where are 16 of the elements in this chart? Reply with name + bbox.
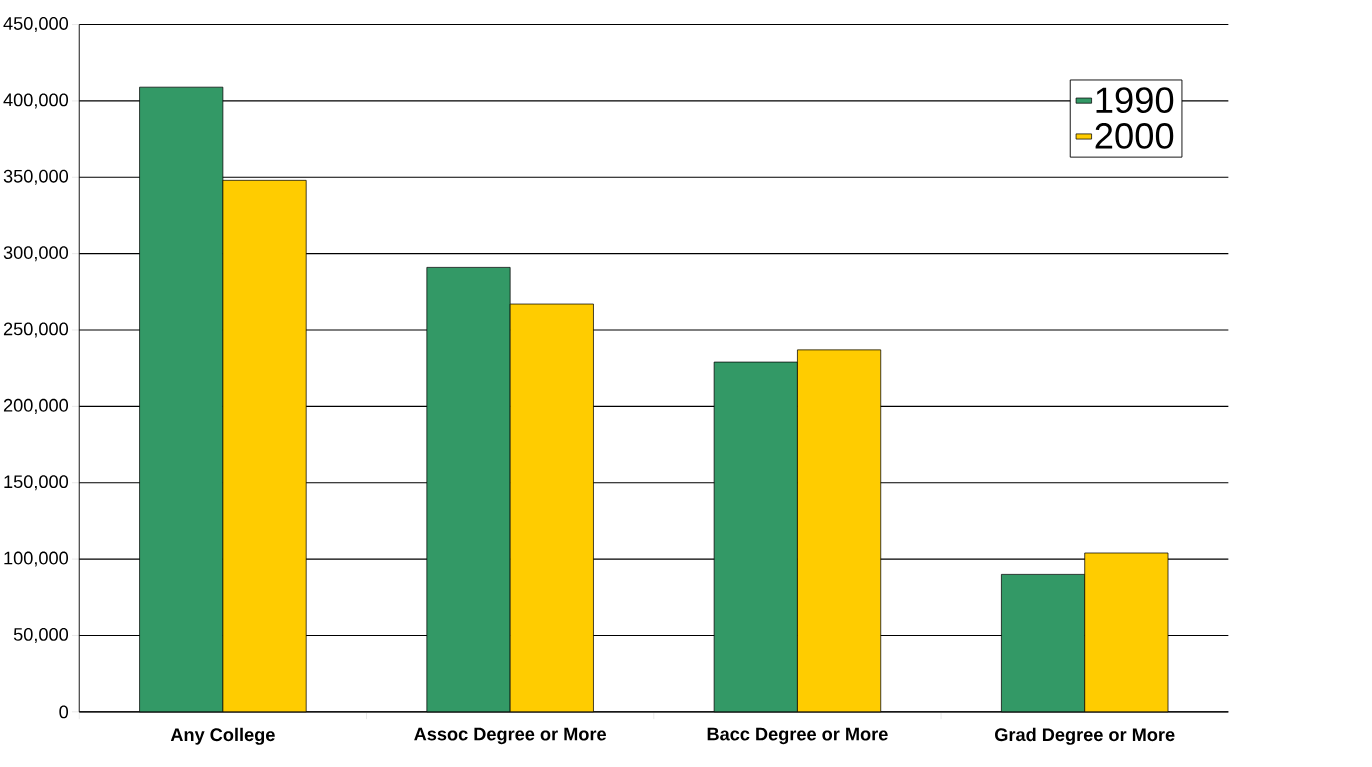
y-tick-label: 450,000 [3,16,69,32]
x-tick-label: Bacc Degree or More [707,727,888,744]
y-tick-label: 300,000 [3,246,69,262]
legend-label: 2000 [1095,122,1174,149]
y-tick-label: 100,000 [4,551,69,567]
x-tick-label: Grad Degree or More [995,727,1175,745]
y-tick-label: 200,000 [3,398,69,414]
y-tick-label: 50,000 [13,627,69,643]
x-tick-label: Assoc Degree or More [414,727,607,744]
y-tick-label: 350,000 [3,169,69,185]
y-tick-label: 250,000 [3,322,69,338]
y-tick-label: 0 [59,705,69,719]
x-tick-label: Any College [170,727,275,745]
legend-label: 1990 [1096,87,1174,113]
y-tick-label: 150,000 [4,475,69,491]
y-tick-label: 400,000 [3,93,69,109]
